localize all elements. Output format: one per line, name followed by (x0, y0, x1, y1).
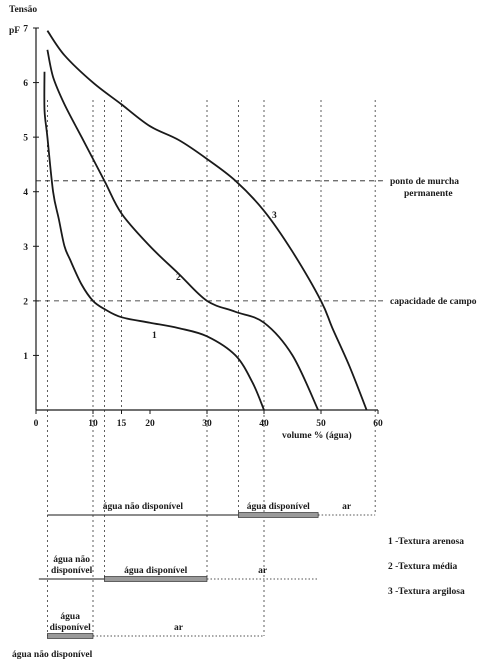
axis-ticks: 1 2 3 4 5 6 7 0 10 15 20 30 40 50 60 (23, 25, 383, 430)
reference-line-label: permanente (404, 189, 453, 199)
curve-label: 2 (176, 273, 181, 283)
y-axis-label: pF (9, 26, 20, 36)
curve-series-1 (43, 71, 265, 411)
bar-segment-label: água não (53, 555, 90, 565)
y-tick-label: 1 (23, 352, 28, 362)
x-tick-label: 15 (117, 419, 127, 429)
bar-segment-label: água disponível (247, 502, 310, 512)
y-tick-label: 4 (23, 188, 28, 198)
x-axis-label: volume % (água) (282, 430, 352, 441)
curve-label: 1 (152, 331, 157, 341)
bar-segment-label: água (60, 612, 80, 622)
legend-entry: 2 -Textura média (388, 562, 458, 572)
bar-segment-label: disponível (50, 623, 92, 633)
bottom-label: água não disponível (12, 650, 93, 660)
bar-segment-label: ar (342, 502, 352, 512)
x-tick-label: 40 (259, 419, 269, 429)
x-tick-label: 50 (316, 419, 326, 429)
legend-entry: 3 -Textura argilosa (388, 587, 465, 597)
y-tick-label: 6 (23, 79, 28, 89)
bar-segment-label: disponível (51, 566, 93, 576)
y-tick-label: 3 (23, 243, 28, 253)
reference-line-label: ponto de murcha (390, 177, 459, 187)
bar-segment-label: ar (258, 566, 268, 576)
x-tick-label: 10 (88, 419, 98, 429)
reference-line-label: capacidade de campo (390, 297, 477, 307)
chart-axes: Tensão pF volume % (água) (9, 5, 378, 441)
x-tick-label: 30 (202, 419, 212, 429)
x-tick-label: 60 (373, 419, 383, 429)
legend: 1 -Textura arenosa 2 -Textura média 3 -Tex… (388, 537, 465, 597)
x-tick-label: 20 (145, 419, 155, 429)
retention-curves: 1 2 3 (43, 30, 368, 411)
curve-label: 3 (272, 211, 277, 221)
bar-segment-label: ar (174, 623, 184, 633)
curve-series-3 (46, 30, 368, 411)
y-tick-label: 2 (23, 297, 28, 307)
y-axis-title: Tensão (9, 5, 37, 15)
guide-lines (47, 100, 376, 636)
x-tick-label: 0 (34, 419, 39, 429)
bar-segment-label: água não disponível (103, 502, 184, 512)
bar-segment-label: água disponível (124, 566, 187, 576)
legend-entry: 1 -Textura arenosa (388, 537, 464, 547)
available-water-bar (47, 633, 94, 639)
y-tick-label: 7 (23, 25, 28, 35)
curve-series-2 (46, 49, 319, 411)
y-tick-label: 5 (23, 134, 28, 144)
available-water-bar (104, 576, 208, 582)
reference-lines: ponto de murcha permanente capacidade de c… (36, 177, 477, 307)
available-water-bar (238, 512, 319, 518)
water-availability-bars: água não disponível água disponível arágua… (38, 502, 376, 639)
